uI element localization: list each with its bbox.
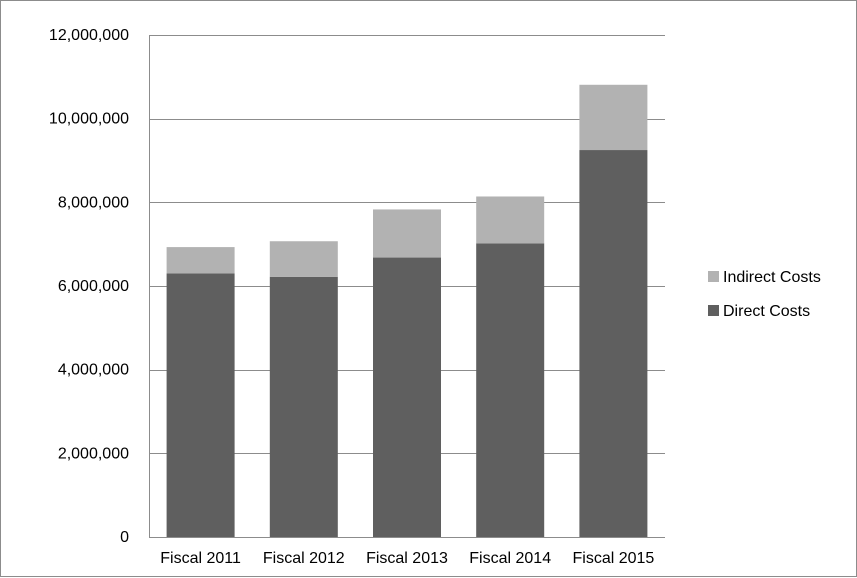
bars	[166, 84, 648, 537]
legend-swatch	[708, 271, 719, 282]
legend-label: Direct Costs	[723, 303, 810, 320]
y-tick-label: 6,000,000	[58, 278, 129, 295]
y-tick-label: 10,000,000	[49, 111, 129, 128]
bar-direct-costs	[579, 150, 648, 537]
bar-indirect-costs	[579, 84, 648, 151]
x-tick-label: Fiscal 2014	[469, 550, 551, 567]
bar-indirect-costs	[269, 241, 338, 277]
legend: Indirect Costs Direct Costs	[708, 269, 821, 320]
bar-indirect-costs	[166, 247, 235, 274]
y-axis-tick-labels: 0 2,000,000 4,000,000 6,000,000 8,000,000 10,…	[49, 27, 129, 546]
bar-indirect-costs	[373, 209, 441, 258]
y-tick-label: 2,000,000	[58, 445, 129, 462]
x-tick-label: Fiscal 2012	[263, 550, 345, 567]
y-tick-label: 8,000,000	[58, 194, 129, 211]
bar-direct-costs	[476, 243, 545, 537]
y-tick-label: 4,000,000	[58, 362, 129, 379]
y-tick-label: 12,000,000	[49, 27, 129, 44]
legend-label: Indirect Costs	[723, 269, 821, 286]
bar-direct-costs	[269, 276, 338, 537]
legend-swatch	[708, 305, 719, 316]
bar-direct-costs	[373, 257, 441, 537]
x-tick-label: Fiscal 2013	[366, 550, 448, 567]
x-axis-tick-labels: Fiscal 2011 Fiscal 2012 Fiscal 2013 Fiscal …	[160, 550, 654, 567]
axes	[149, 35, 665, 538]
bar-direct-costs	[166, 273, 235, 537]
bar-indirect-costs	[476, 196, 545, 244]
x-tick-label: Fiscal 2015	[572, 550, 654, 567]
x-tick-label: Fiscal 2011	[160, 550, 241, 567]
y-tick-label: 0	[120, 529, 129, 546]
